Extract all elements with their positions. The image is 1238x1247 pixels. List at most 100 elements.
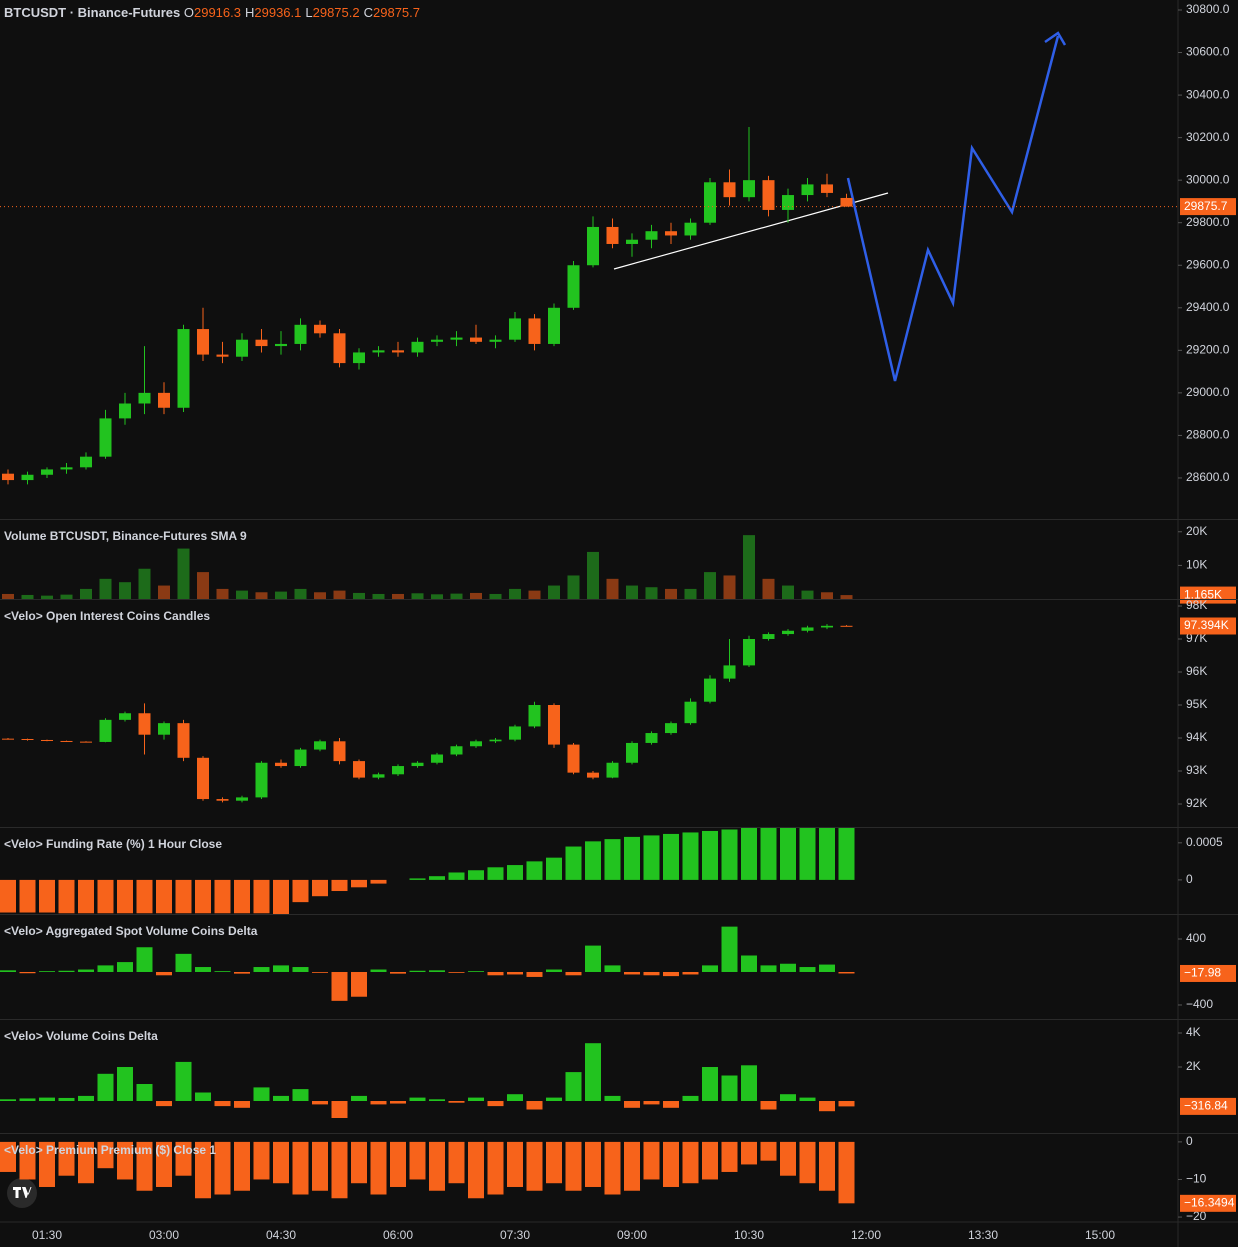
histogram-bar: [97, 1141, 114, 1169]
histogram-bar: [156, 1101, 172, 1107]
histogram-bar: [507, 1141, 523, 1187]
candle-body: [99, 418, 112, 457]
histogram-bar: [546, 857, 562, 880]
last-value-label: 29875.7: [1184, 199, 1228, 213]
histogram-bar: [429, 876, 445, 880]
histogram-bar: [117, 879, 133, 914]
histogram-bar: [507, 971, 523, 975]
logo: [7, 1178, 37, 1208]
candle-body: [314, 324, 326, 334]
y-tick-label: 29600.0: [1186, 257, 1230, 271]
volume-bar: [197, 572, 209, 599]
histogram-bar: [624, 1141, 640, 1191]
histogram-bar: [292, 879, 309, 903]
histogram-bar: [78, 879, 94, 914]
histogram-bar: [97, 1073, 114, 1102]
volume-bar: [801, 590, 814, 599]
candle-body: [801, 627, 814, 631]
candle-body: [275, 343, 287, 347]
histogram-bar: [448, 872, 465, 880]
histogram-bar: [273, 1141, 289, 1184]
candle-body: [353, 761, 365, 778]
histogram-bar: [643, 1141, 660, 1180]
candle-body: [782, 630, 794, 635]
candle-body: [333, 741, 346, 762]
histogram-bar: [526, 971, 543, 977]
volume-bar: [450, 593, 463, 599]
candle-body: [645, 733, 658, 743]
candle-body: [528, 705, 541, 727]
histogram-bar: [780, 1094, 796, 1102]
y-tick-label: 29800.0: [1186, 215, 1230, 229]
histogram-bar: [390, 971, 406, 974]
y-tick-label: 28800.0: [1186, 428, 1230, 442]
histogram-bar: [780, 963, 796, 972]
candle-body: [392, 350, 404, 353]
histogram-bar: [546, 969, 562, 972]
histogram-bar: [526, 1141, 543, 1191]
candle-body: [60, 740, 73, 742]
volume-bar: [528, 590, 541, 599]
last-value-tag: [1180, 1097, 1236, 1115]
candle-body: [41, 469, 53, 475]
histogram-bar: [195, 1141, 211, 1199]
ohlc-value: 29916.3: [193, 5, 241, 20]
histogram-bar: [370, 1101, 387, 1105]
histogram-bar: [312, 1141, 328, 1191]
histogram-bar: [526, 861, 543, 880]
symbol-header: BTCUSDT · Binance-Futures O29916.3 H29936…: [4, 5, 424, 20]
histogram-bar: [819, 1101, 835, 1112]
histogram-bar: [838, 1101, 855, 1107]
histogram-bar: [760, 1101, 777, 1110]
histogram-bar: [741, 955, 757, 972]
histogram-bar: [624, 1101, 640, 1108]
y-tick-label: 0: [1186, 1134, 1193, 1148]
last-value-tag: [1180, 964, 1236, 982]
volume-bar: [645, 587, 658, 599]
last-value-tag: [1180, 198, 1236, 216]
histogram-bar: [682, 971, 699, 975]
candle-body: [333, 333, 346, 364]
candle-body: [2, 473, 14, 481]
histogram-bar: [702, 830, 718, 880]
volume-bar: [665, 588, 677, 599]
x-tick-label: 12:00: [851, 1228, 881, 1242]
histogram-bar: [253, 1087, 270, 1102]
histogram-bar: [721, 1075, 738, 1102]
histogram-bar: [370, 879, 387, 884]
ohlc-value: 29936.1: [254, 5, 302, 20]
histogram-bar: [175, 879, 192, 914]
y-tick-label: 29200.0: [1186, 342, 1230, 356]
histogram-bar: [741, 828, 757, 880]
histogram-bar: [721, 829, 738, 880]
histogram-bar: [273, 879, 289, 914]
candle-body: [762, 180, 775, 210]
panel-title: <Velo> Aggregated Spot Volume Coins Delt…: [4, 924, 258, 938]
histogram-bar: [604, 1095, 621, 1102]
y-tick-label: 93K: [1186, 763, 1207, 777]
x-tick-label: 07:30: [500, 1228, 530, 1242]
histogram-bar: [19, 879, 36, 913]
histogram-bar: [429, 970, 445, 972]
histogram-bar: [136, 947, 153, 972]
volume-bar: [567, 575, 580, 599]
y-tick-label: 20K: [1186, 524, 1207, 538]
y-tick-label: −20: [1186, 1209, 1207, 1223]
candle-body: [509, 726, 521, 740]
histogram-bar: [351, 1141, 367, 1184]
x-tick-label: 09:00: [617, 1228, 647, 1242]
histogram-bar: [526, 1101, 543, 1110]
candle-body: [840, 197, 853, 207]
histogram-bar: [604, 839, 621, 880]
candle-body: [743, 180, 755, 198]
candle-body: [450, 746, 463, 755]
candle-body: [587, 226, 599, 266]
y-tick-label: 10K: [1186, 558, 1207, 572]
histogram-bar: [487, 1141, 504, 1195]
candle-body: [372, 350, 385, 353]
histogram-bar: [370, 1141, 387, 1195]
histogram-bar: [0, 879, 16, 913]
volume-bar: [723, 575, 736, 599]
candle-body: [684, 222, 697, 236]
x-tick-label: 06:00: [383, 1228, 413, 1242]
